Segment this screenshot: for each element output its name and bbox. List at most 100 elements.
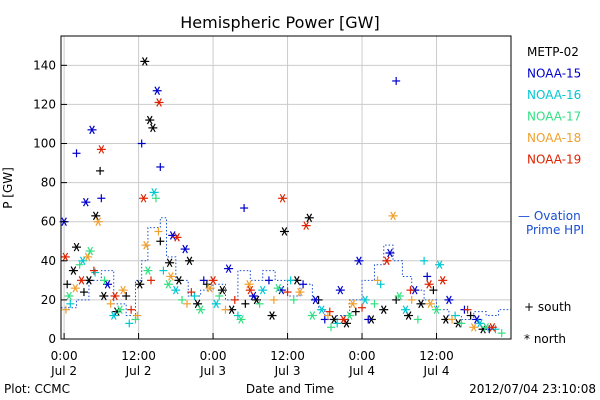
footer-timestamp: 2012/07/04 23:10:08 bbox=[469, 382, 596, 396]
data-point bbox=[156, 237, 165, 246]
y-tick-label: 140 bbox=[33, 58, 56, 72]
data-point bbox=[125, 319, 134, 328]
data-point bbox=[184, 256, 194, 266]
data-point bbox=[148, 123, 158, 133]
y-axis-label: P [GW] bbox=[1, 167, 15, 209]
y-tick-label: 80 bbox=[41, 176, 56, 190]
data-point bbox=[307, 311, 317, 320]
y-tick-label: 20 bbox=[41, 293, 56, 307]
x-axis-label: Date and Time bbox=[246, 382, 334, 396]
data-point bbox=[183, 299, 191, 308]
data-point bbox=[93, 217, 103, 227]
y-tick-label: 60 bbox=[41, 215, 56, 229]
data-point bbox=[342, 319, 352, 328]
data-point bbox=[79, 288, 88, 297]
data-point bbox=[301, 221, 311, 230]
data-point bbox=[429, 286, 438, 295]
data-point bbox=[112, 307, 122, 316]
data-point bbox=[354, 256, 364, 266]
data-point bbox=[469, 322, 479, 332]
legend-north: * north bbox=[524, 332, 566, 346]
data-point bbox=[406, 286, 415, 295]
data-point bbox=[118, 285, 128, 295]
data-point bbox=[392, 295, 401, 304]
data-point bbox=[163, 279, 173, 289]
data-point bbox=[289, 295, 298, 304]
x-tick-date-label: Jul 4 bbox=[348, 364, 375, 378]
data-point bbox=[457, 319, 466, 328]
y-tick-label: 120 bbox=[33, 97, 56, 111]
data-point bbox=[244, 279, 254, 289]
data-point bbox=[317, 305, 327, 314]
data-point bbox=[156, 162, 165, 171]
data-point bbox=[299, 280, 308, 289]
x-tick-time-label: 0:00 bbox=[349, 349, 376, 363]
data-point bbox=[416, 299, 426, 309]
data-point bbox=[171, 285, 181, 295]
data-point bbox=[131, 315, 140, 324]
data-point bbox=[345, 311, 355, 320]
legend-entry: NOAA-16 bbox=[527, 88, 581, 102]
data-point bbox=[99, 291, 109, 301]
legend-south: + south bbox=[524, 300, 571, 314]
x-tick-time-label: 0:00 bbox=[51, 349, 78, 363]
data-point bbox=[413, 315, 422, 324]
data-point bbox=[110, 291, 120, 301]
data-point bbox=[487, 322, 497, 332]
data-point bbox=[166, 272, 176, 281]
data-point bbox=[240, 204, 249, 213]
legend-entry: NOAA-15 bbox=[527, 67, 581, 81]
y-tick-label: 40 bbox=[41, 254, 56, 268]
data-point bbox=[178, 295, 187, 304]
data-point bbox=[394, 291, 404, 301]
plot-frame bbox=[60, 35, 512, 340]
data-point bbox=[385, 248, 395, 258]
data-point bbox=[304, 213, 314, 223]
data-point bbox=[89, 266, 98, 275]
data-point bbox=[269, 295, 278, 304]
data-point bbox=[151, 194, 160, 203]
footer-plot-source: Plot: CCMC bbox=[4, 382, 70, 396]
data-point bbox=[230, 295, 239, 304]
data-point bbox=[338, 315, 348, 324]
data-point bbox=[85, 246, 95, 256]
data-point bbox=[61, 305, 70, 314]
data-point bbox=[283, 288, 292, 297]
data-point bbox=[258, 285, 268, 295]
data-point bbox=[323, 311, 332, 320]
data-point bbox=[217, 285, 227, 295]
data-point bbox=[187, 288, 196, 297]
data-point bbox=[152, 86, 162, 96]
data-point bbox=[60, 252, 70, 262]
data-point bbox=[208, 276, 218, 285]
data-point bbox=[392, 76, 401, 85]
data-point bbox=[109, 311, 119, 320]
data-point bbox=[286, 276, 295, 285]
data-point bbox=[438, 276, 448, 285]
data-point bbox=[145, 115, 155, 125]
data-point bbox=[64, 291, 74, 301]
data-point bbox=[154, 227, 163, 236]
data-points bbox=[59, 57, 506, 338]
data-point bbox=[215, 291, 224, 300]
x-tick-date-label: Jul 3 bbox=[274, 364, 301, 378]
data-point bbox=[172, 233, 182, 242]
legend-entry: NOAA-17 bbox=[527, 110, 581, 124]
data-point bbox=[423, 272, 432, 281]
data-point bbox=[448, 315, 457, 324]
data-point bbox=[91, 211, 101, 221]
data-point bbox=[255, 299, 264, 308]
data-point bbox=[325, 307, 334, 316]
data-point bbox=[335, 285, 345, 295]
data-point bbox=[466, 311, 475, 320]
data-point bbox=[141, 240, 151, 250]
data-point bbox=[236, 315, 246, 324]
data-point bbox=[96, 166, 105, 175]
x-tick-date-label: Jul 2 bbox=[125, 364, 152, 378]
data-point bbox=[327, 323, 335, 332]
x-tick-date-label: Jul 2 bbox=[50, 364, 77, 378]
legend: METP-02 NOAA-15 NOAA-16 NOAA-17 NOAA-18 NOAA-… bbox=[527, 45, 581, 167]
data-point bbox=[72, 242, 82, 252]
data-point bbox=[420, 256, 429, 265]
data-point bbox=[360, 295, 370, 305]
